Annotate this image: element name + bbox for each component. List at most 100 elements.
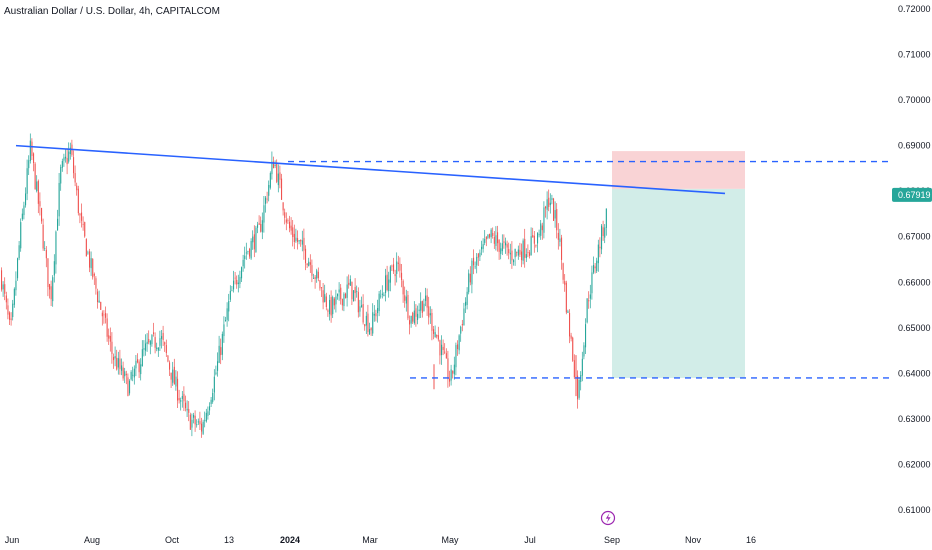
candle-body bbox=[356, 291, 358, 292]
candle-body bbox=[412, 312, 414, 322]
candle-body bbox=[500, 248, 502, 254]
time-tick-label: Mar bbox=[362, 535, 378, 545]
candle-body bbox=[348, 282, 350, 285]
candle-body bbox=[100, 301, 102, 310]
candle-body bbox=[557, 232, 559, 240]
candle-body bbox=[506, 244, 508, 248]
candle-body bbox=[162, 332, 164, 340]
candle-body bbox=[124, 371, 126, 377]
candle-body bbox=[509, 252, 511, 255]
candle-body bbox=[205, 412, 207, 422]
price-tick-label: 0.66000 bbox=[898, 277, 931, 287]
candle-body bbox=[549, 202, 551, 206]
candle-body bbox=[361, 305, 363, 308]
candle-body bbox=[39, 201, 41, 207]
price-tick-label: 0.67000 bbox=[898, 232, 931, 242]
candle-body bbox=[553, 198, 555, 221]
price-tick-label: 0.63000 bbox=[898, 414, 931, 424]
candle-body bbox=[481, 246, 483, 250]
candle-body bbox=[415, 308, 417, 317]
time-tick-label: 16 bbox=[746, 535, 756, 545]
candle-body bbox=[199, 421, 201, 425]
candle-body bbox=[4, 284, 6, 294]
price-axis: 0.720000.710000.700000.690000.680000.670… bbox=[892, 4, 932, 515]
price-tick-label: 0.65000 bbox=[898, 323, 931, 333]
candle-body bbox=[234, 277, 236, 279]
candle-body bbox=[188, 409, 190, 413]
candle-body bbox=[137, 359, 139, 363]
candle-body bbox=[369, 329, 371, 335]
candle-body bbox=[242, 259, 244, 267]
candle-body bbox=[281, 178, 283, 200]
candle-body bbox=[271, 161, 273, 175]
candle-body bbox=[407, 294, 409, 319]
candle-body bbox=[21, 213, 23, 220]
price-tick-label: 0.71000 bbox=[898, 50, 931, 60]
candle-body bbox=[532, 235, 534, 238]
candle-body bbox=[471, 260, 473, 285]
candle-body bbox=[225, 319, 227, 322]
candle-body bbox=[362, 304, 364, 323]
candle-body bbox=[409, 320, 411, 325]
price-tick-label: 0.62000 bbox=[898, 459, 931, 469]
candle-body bbox=[505, 242, 507, 246]
candle-body bbox=[265, 197, 267, 204]
candle-body bbox=[97, 291, 99, 303]
candle-body bbox=[458, 335, 460, 351]
candle-body bbox=[241, 267, 243, 279]
candle-body bbox=[122, 367, 124, 379]
candle-body bbox=[564, 281, 566, 285]
candle-body bbox=[388, 279, 390, 292]
candle-body bbox=[493, 236, 495, 244]
candle-body bbox=[204, 420, 206, 422]
candle-body bbox=[578, 380, 580, 398]
candle-body bbox=[429, 313, 431, 316]
candle-body bbox=[324, 294, 326, 302]
candle-body bbox=[12, 303, 14, 318]
candle-body bbox=[117, 358, 119, 368]
candle-body bbox=[113, 356, 115, 361]
candle-body bbox=[154, 337, 156, 348]
candle-body bbox=[476, 256, 478, 266]
candle-body bbox=[317, 271, 319, 279]
candle-body bbox=[386, 274, 388, 291]
candle-body bbox=[421, 301, 423, 313]
candle-body bbox=[522, 240, 524, 261]
time-tick-label: 2024 bbox=[280, 535, 300, 545]
candle-body bbox=[17, 258, 19, 279]
candle-body bbox=[460, 326, 462, 334]
candle-body bbox=[482, 244, 484, 249]
candle-body bbox=[305, 248, 307, 264]
candle-body bbox=[569, 313, 571, 337]
candle-body bbox=[207, 411, 209, 416]
candle-body bbox=[260, 224, 262, 232]
candle-body bbox=[516, 251, 518, 253]
time-tick-label: Jul bbox=[524, 535, 536, 545]
candle-body bbox=[537, 233, 539, 244]
candle-body bbox=[215, 372, 217, 375]
candle-body bbox=[375, 313, 377, 317]
candle-body bbox=[41, 207, 43, 222]
candle-body bbox=[335, 296, 337, 305]
candle-body bbox=[533, 235, 535, 244]
candle-body bbox=[202, 421, 204, 434]
candle-body bbox=[370, 327, 372, 331]
chart-title: Australian Dollar / U.S. Dollar, 4h, CAP… bbox=[4, 6, 220, 17]
time-tick-label: Oct bbox=[165, 535, 180, 545]
candle-body bbox=[33, 153, 35, 164]
candle-body bbox=[513, 260, 515, 263]
candle-body bbox=[377, 307, 379, 314]
candle-body bbox=[346, 284, 348, 298]
candle-body bbox=[589, 294, 591, 299]
candle-body bbox=[105, 313, 107, 318]
candle-body bbox=[426, 295, 428, 308]
candle-body bbox=[425, 295, 427, 301]
candle-body bbox=[76, 185, 78, 191]
candle-body bbox=[258, 223, 260, 225]
candle-body bbox=[393, 264, 395, 272]
candle-body bbox=[58, 182, 60, 217]
candle-body bbox=[401, 272, 403, 280]
candle-body bbox=[140, 364, 142, 375]
candle-body bbox=[583, 345, 585, 357]
